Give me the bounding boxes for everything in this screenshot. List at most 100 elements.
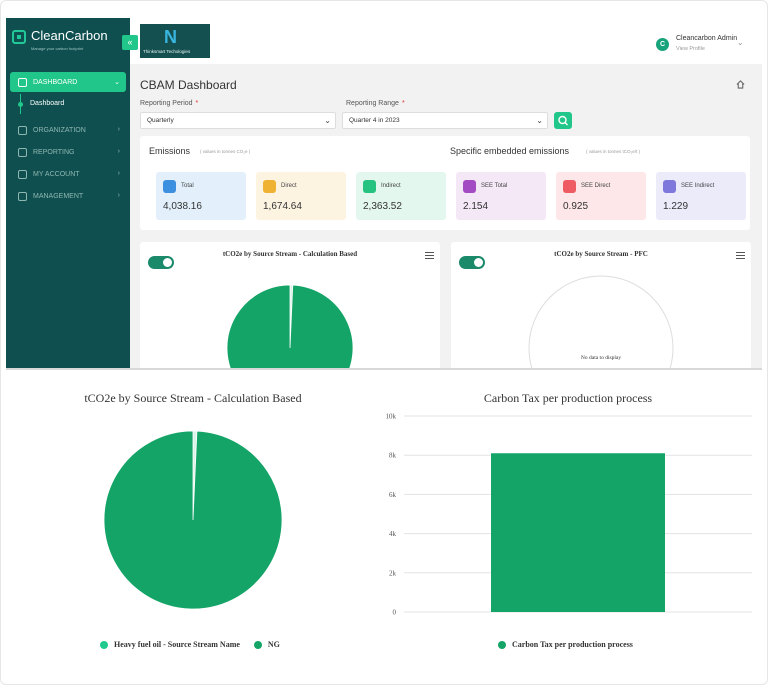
kpi-value: 0.925	[563, 201, 589, 212]
reporting-range-select[interactable]: Quarter 4 in 2023 ⌄	[342, 112, 548, 129]
kpi-label: Direct	[281, 183, 297, 189]
cloud-icon	[463, 180, 476, 193]
legend-dot	[100, 640, 108, 649]
reporting-range-label: Reporting Range *	[346, 100, 405, 107]
legend-item[interactable]: Heavy fuel oil - Source Stream Name	[100, 640, 240, 649]
cloud-icon	[563, 180, 576, 193]
report-icon	[18, 147, 27, 157]
mini-chart-calculation-based: tCO2e by Source Stream - Calculation Bas…	[140, 242, 440, 370]
top-bar: N Thinksmart Techologies C Cleancarbon A…	[130, 18, 762, 64]
mini-chart-pfc: tCO2e by Source Stream - PFC No data to …	[451, 242, 751, 368]
sidebar-item-dashboard[interactable]: DASHBOARD ⌄	[10, 72, 126, 92]
kpi-value: 2,363.52	[363, 201, 402, 212]
cloud-icon	[163, 180, 176, 193]
see-unit: ( values in tonnes tCO₂e/t )	[586, 149, 641, 154]
collapse-sidebar-button[interactable]: «	[122, 35, 138, 50]
kpi-card-total[interactable]: Total 4,038.16	[156, 172, 246, 220]
search-button[interactable]	[554, 112, 572, 129]
sidebar-item-my-account[interactable]: MY ACCOUNT ›	[10, 164, 126, 184]
emissions-unit: ( values in tonnes CO₂e )	[200, 149, 251, 154]
sidebar-item-label: MANAGEMENT	[33, 192, 84, 200]
pie-legend: Heavy fuel oil - Source Stream Name NG	[100, 640, 294, 649]
hamburger-menu-icon[interactable]	[736, 252, 745, 259]
sidebar-item-label: ORGANIZATION	[33, 126, 86, 134]
view-profile-link[interactable]: View Profile	[676, 46, 705, 52]
chevron-right-icon: ›	[117, 192, 120, 199]
legend-item[interactable]: NG	[253, 640, 280, 649]
kpi-value: 2.154	[463, 201, 489, 212]
kpi-value: 4,038.16	[163, 201, 202, 212]
pie-chart-title: tCO2e by Source Stream - Calculation Bas…	[84, 391, 302, 405]
empty-pie-outline	[528, 275, 674, 368]
kpi-label: SEE Direct	[581, 183, 611, 189]
reporting-period-select[interactable]: Quarterly ⌄	[140, 112, 336, 129]
search-icon	[558, 115, 568, 126]
cloud-icon	[263, 180, 276, 193]
cloud-icon	[363, 180, 376, 193]
mini-chart-title: tCO2e by Source Stream - PFC	[554, 250, 648, 258]
kpi-card-see-direct[interactable]: SEE Direct 0.925	[556, 172, 646, 220]
sidebar-item-label: DASHBOARD	[33, 78, 78, 86]
chevron-down-icon[interactable]: ⌄	[737, 38, 744, 47]
sidebar-item-reporting[interactable]: REPORTING ›	[10, 142, 126, 162]
brand-logo[interactable]: CleanCarbon Manage your carbon footprint	[12, 28, 124, 58]
chevron-right-icon: ›	[117, 170, 120, 177]
legend-dot	[498, 640, 506, 649]
reporting-period-label: Reporting Period *	[140, 100, 199, 107]
sidebar-subitem-dashboard[interactable]: Dashboard	[30, 100, 65, 107]
chevron-right-icon: ›	[117, 148, 120, 155]
brand-logo-icon	[12, 30, 26, 44]
emissions-panel: Emissions ( values in tonnes CO₂e ) Spec…	[140, 136, 750, 230]
kpi-label: SEE Total	[481, 183, 508, 189]
kpi-label: SEE Indirect	[681, 183, 715, 189]
sidebar: CleanCarbon Manage your carbon footprint…	[6, 18, 130, 368]
management-icon	[18, 191, 27, 201]
chart-toggle[interactable]	[459, 256, 485, 269]
sidebar-item-label: MY ACCOUNT	[33, 170, 80, 178]
user-name[interactable]: Cleancarbon Admin	[676, 35, 738, 42]
legend-label: Carbon Tax per production process	[512, 640, 633, 649]
kpi-card-direct[interactable]: Direct 1,674.64	[256, 172, 346, 220]
chevron-down-icon: ⌄	[324, 116, 331, 125]
bar-chart-title: Carbon Tax per production process	[483, 391, 653, 405]
select-value: Quarterly	[147, 117, 174, 124]
mini-pie-slice-1[interactable]	[226, 284, 354, 370]
brand-name: CleanCarbon	[31, 28, 108, 43]
chevron-right-icon: ›	[117, 126, 120, 133]
double-chevron-left-icon: «	[127, 37, 133, 47]
kpi-card-see-indirect[interactable]: SEE Indirect 1.229	[656, 172, 746, 220]
company-name: Thinksmart Techologies	[143, 49, 191, 54]
cloud-icon	[663, 180, 676, 193]
chevron-down-icon: ⌄	[536, 116, 543, 125]
sidebar-item-management[interactable]: MANAGEMENT ›	[10, 186, 126, 206]
select-value: Quarter 4 in 2023	[349, 117, 400, 124]
kpi-label: Indirect	[381, 183, 401, 189]
legend-item[interactable]: Carbon Tax per production process	[498, 640, 633, 649]
see-title: Specific embedded emissions	[450, 146, 570, 156]
grid-icon	[18, 77, 27, 87]
kpi-card-indirect[interactable]: Indirect 2,363.52	[356, 172, 446, 220]
mini-pie-chart	[226, 284, 354, 370]
page-title: CBAM Dashboard	[140, 78, 237, 92]
hamburger-menu-icon[interactable]	[425, 252, 434, 259]
building-icon	[18, 125, 27, 135]
user-icon	[18, 169, 27, 179]
company-logo: N Thinksmart Techologies	[140, 24, 210, 58]
kpi-card-see-total[interactable]: SEE Total 2.154	[456, 172, 546, 220]
company-logo-mark-icon: N	[164, 27, 177, 47]
kpi-value: 1.229	[663, 201, 689, 212]
home-icon[interactable]	[736, 80, 745, 89]
brand-tagline: Manage your carbon footprint	[31, 46, 84, 51]
avatar[interactable]: C	[656, 38, 669, 51]
kpi-label: Total	[181, 183, 194, 189]
mini-chart-title: tCO2e by Source Stream - Calculation Bas…	[222, 250, 358, 258]
no-data-text: No data to display	[580, 355, 622, 361]
chart-toggle[interactable]	[148, 256, 174, 269]
legend-label: Heavy fuel oil - Source Stream Name	[114, 640, 240, 649]
sidebar-item-organization[interactable]: ORGANIZATION ›	[10, 120, 126, 140]
sidebar-item-label: REPORTING	[33, 148, 75, 156]
bar-legend: Carbon Tax per production process	[498, 640, 647, 649]
submenu-dot-icon	[18, 102, 23, 107]
legend-dot	[253, 640, 262, 649]
emissions-title: Emissions	[149, 146, 191, 156]
